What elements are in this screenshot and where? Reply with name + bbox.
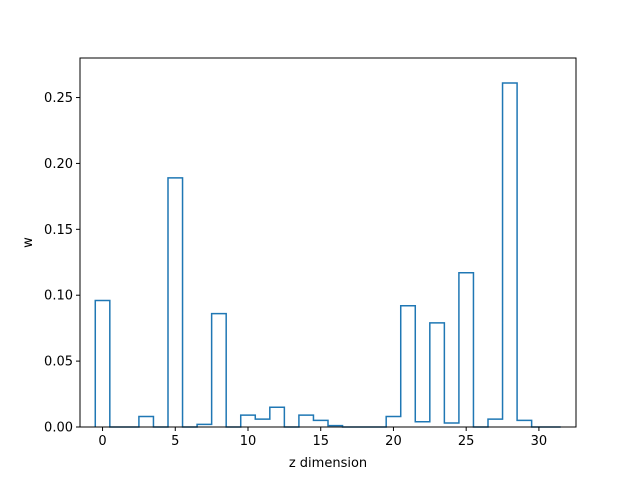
histogram-bin-11 [255,419,270,427]
x-tick-label: 5 [171,434,179,449]
histogram-bin-10 [241,415,256,427]
y-tick-label: 0.15 [44,223,73,238]
histogram-bin-28 [503,83,518,427]
x-axis: 0 5 10 15 20 25 30 [98,427,547,449]
histogram-bin-24 [444,423,459,427]
axes-frame [79,57,577,428]
histogram-bin-29 [517,420,532,427]
y-tick-label: 0.05 [44,355,73,370]
histogram-bin-8 [212,314,227,427]
x-tick-label: 15 [312,434,329,449]
histogram-bin-3 [139,416,154,427]
x-tick-label: 30 [531,434,548,449]
histogram-bin-20 [386,416,401,427]
y-tick-label: 0.00 [44,421,73,436]
histogram-bin-23 [430,323,445,427]
x-tick-label: 10 [240,434,257,449]
histogram-bin-15 [313,420,328,427]
histogram-bin-27 [488,419,503,427]
x-axis-label: z dimension [289,456,367,471]
x-tick-label: 25 [458,434,475,449]
y-tick-label: 0.25 [44,91,73,106]
y-axis-label: w [21,237,36,248]
y-tick-label: 0.20 [44,157,73,172]
x-tick-label: 20 [385,434,402,449]
histogram-bin-14 [299,415,314,427]
x-tick-label: 0 [98,434,106,449]
y-tick-label: 0.10 [44,289,73,304]
histogram-bin-5 [168,178,183,427]
histogram-bin-22 [415,422,430,427]
histogram-bin-21 [401,306,416,427]
histogram-bin-25 [459,273,474,427]
y-axis: 0.00 0.05 0.10 0.15 0.20 0.25 [44,91,80,436]
histogram-bin-0 [95,300,110,427]
histogram-bin-12 [270,407,285,427]
